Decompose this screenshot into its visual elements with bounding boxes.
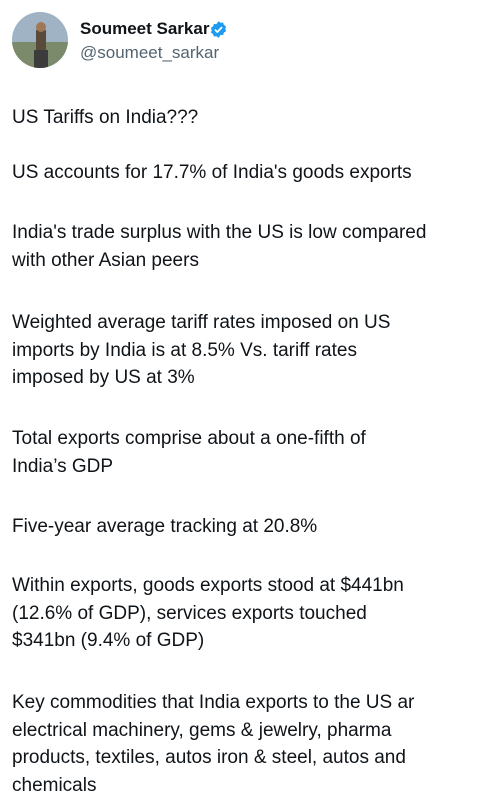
paragraph: Weighted average tariff rates imposed on… [12,309,390,392]
avatar[interactable] [12,12,68,68]
text-line: electrical machinery, gems & jewelry, ph… [12,719,392,741]
text-line: imports by India is at 8.5% Vs. tariff r… [12,339,357,361]
text-line: India's trade surplus with the US is low… [12,222,427,243]
text-line: Weighted average tariff rates imposed on… [12,312,391,333]
text-line: Within exports, goods exports stood at $… [12,575,404,596]
text-line: Key commodities that India exports to th… [12,692,415,713]
paragraph: US accounts for 17.7% of India's goods e… [12,159,412,187]
paragraph: Within exports, goods exports stood at $… [12,572,404,655]
text-line: imposed by US at 3% [12,367,195,388]
text-line: (12.6% of GDP), services exports touched [12,602,367,624]
text-line: with other Asian peers [12,249,199,271]
text-line: Total exports comprise about a one-fifth… [12,428,366,449]
text-line: chemicals [12,774,97,796]
author-handle[interactable]: @soumeet_sarkar [80,43,220,62]
text-line: $341bn (9.4% of GDP) [12,630,205,651]
paragraph: Total exports comprise about a one-fifth… [12,425,366,480]
text-line: Five-year average tracking at 20.8% [12,516,318,537]
author-name[interactable]: Soumeet Sarkar [80,19,210,38]
text-line: India’s GDP [12,455,114,477]
paragraph: Five-year average tracking at 20.8% [12,513,317,541]
text-line: products, textiles, autos iron & steel, … [12,747,406,768]
paragraph: India's trade surplus with the US is low… [12,219,426,274]
text-line: US accounts for 17.7% of India's goods e… [12,162,412,183]
paragraph: US Tariffs on India??? [12,104,198,132]
verified-badge [210,21,227,38]
text-line: US Tariffs on India??? [12,107,199,128]
paragraph: Key commodities that India exports to th… [12,689,414,799]
